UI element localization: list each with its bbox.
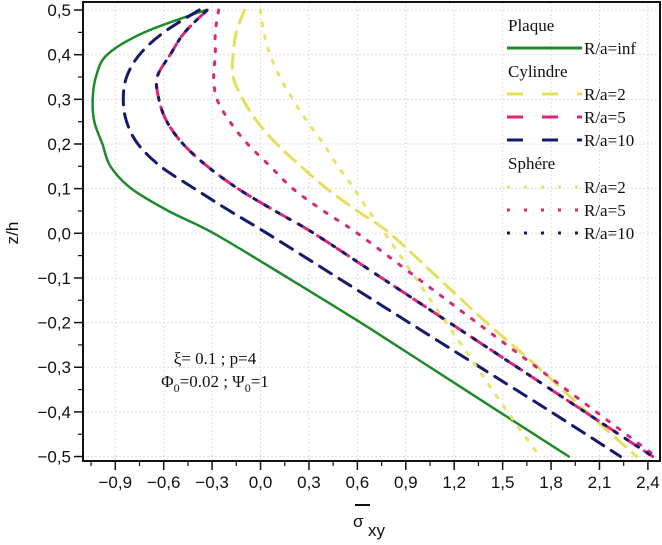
- series-line-cylindre-ra10: [121, 8, 622, 458]
- legend-label: R/a=5: [584, 201, 626, 220]
- x-tick-label: 0,9: [394, 473, 418, 492]
- annotation-line2: Φ0=0.02 ; Ψ0=1: [161, 372, 269, 395]
- x-tick-label: 1,2: [442, 473, 466, 492]
- y-tick-label: −0,3: [37, 358, 71, 377]
- series-layer: [91, 8, 658, 458]
- y-tick-label: −0,5: [37, 448, 71, 467]
- x-tick-label: 0,6: [346, 473, 370, 492]
- legend-group-title: Plaque: [508, 16, 554, 35]
- x-tick-label: 0,0: [249, 473, 273, 492]
- y-tick-label: 0,3: [47, 90, 71, 109]
- y-tick-label: 0,4: [47, 46, 71, 65]
- svg-text:σ: σ: [353, 512, 364, 531]
- x-tick-label: −0,6: [147, 473, 181, 492]
- legend-label: R/a=10: [584, 131, 634, 150]
- legend-group-title: Sphére: [508, 154, 555, 173]
- legend-label: R/a=2: [584, 85, 626, 104]
- series-line-sphre-ra2: [259, 8, 542, 458]
- series-line-plaque-rainf: [91, 8, 571, 458]
- x-tick-label: 0,3: [297, 473, 321, 492]
- y-axis-label: z/h: [3, 222, 22, 245]
- x-tick-label: 1,8: [539, 473, 563, 492]
- legend-label: R/a=2: [584, 178, 626, 197]
- series-line-sphre-ra10: [154, 8, 655, 458]
- legend-label: R/a=5: [584, 108, 626, 127]
- y-tick-label: 0,0: [47, 224, 71, 243]
- y-tick-label: 0,2: [47, 135, 71, 154]
- series-line-cylindre-ra2: [230, 8, 639, 458]
- plot-frame: [82, 1, 661, 462]
- x-axis-label: σ xy: [353, 504, 386, 540]
- y-tick-label: −0,4: [37, 403, 71, 422]
- axis-ticks: −0,9 −0,6 −0,3 0,0 0,3 0,6 0,9 1,2 1,5 1,8 2,1 2,4 0…: [37, 1, 660, 492]
- legend: Plaque R/a=inf Cylindre R/a=2 R/a=5 R/a=10 Sph…: [507, 16, 636, 243]
- legend-group-title: Cylindre: [508, 62, 568, 81]
- x-tick-label: 2,1: [588, 473, 612, 492]
- y-tick-label: 0,5: [47, 1, 71, 20]
- annotation-line1: ξ= 0.1 ; p=4: [174, 349, 257, 368]
- x-tick-label: 2,4: [636, 473, 660, 492]
- x-tick-label: −0,3: [195, 473, 229, 492]
- legend-label: R/a=10: [584, 224, 634, 243]
- y-tick-label: −0,2: [37, 314, 71, 333]
- y-tick-label: −0,1: [37, 269, 71, 288]
- x-tick-label: −0,9: [98, 473, 132, 492]
- y-tick-label: 0,1: [47, 180, 71, 199]
- grid: [83, 2, 660, 461]
- svg-text:xy: xy: [368, 521, 386, 540]
- series-line-cylindre-ra5: [154, 8, 655, 458]
- x-tick-label: 1,5: [491, 473, 515, 492]
- legend-label: R/a=inf: [584, 39, 636, 58]
